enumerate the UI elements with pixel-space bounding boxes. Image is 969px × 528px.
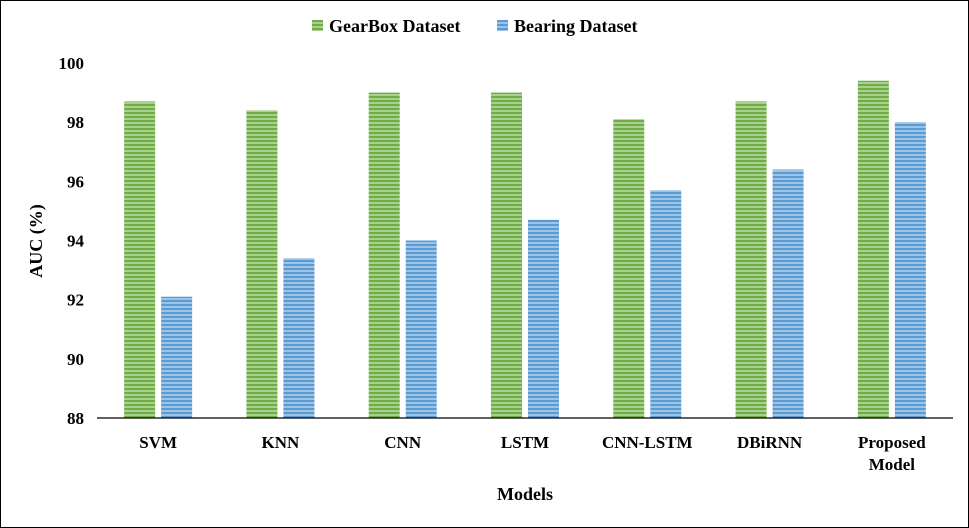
bar-gearbox xyxy=(246,110,278,418)
x-tick-label: Proposed Model xyxy=(858,433,926,474)
bar-gearbox xyxy=(613,119,645,418)
x-tick-label: CNN xyxy=(384,433,422,452)
legend-swatch xyxy=(312,20,323,31)
legend: GearBox Dataset Bearing Dataset xyxy=(312,16,637,36)
bar-gearbox xyxy=(124,101,156,418)
y-tick-label: 98 xyxy=(67,113,84,132)
bar-gearbox xyxy=(491,92,522,418)
bar-gearbox xyxy=(735,101,767,418)
y-tick-label: 94 xyxy=(67,232,85,251)
y-tick-label: 100 xyxy=(59,54,85,73)
x-tick-label: LSTM xyxy=(501,433,549,452)
bar-bearing xyxy=(894,122,926,419)
bar-bearing xyxy=(772,169,804,418)
bar-gearbox xyxy=(857,80,889,418)
bar-bearing xyxy=(283,258,315,418)
legend-label: Bearing Dataset xyxy=(514,16,637,36)
x-tick-label: KNN xyxy=(262,433,301,452)
x-tick-label: CNN-LSTM xyxy=(602,433,693,452)
bars xyxy=(124,80,926,419)
legend-label: GearBox Dataset xyxy=(329,16,460,36)
legend-swatch xyxy=(497,20,508,31)
bar-bearing xyxy=(650,190,682,418)
y-tick-label: 88 xyxy=(67,409,84,428)
bar-bearing xyxy=(405,240,437,418)
y-axis-title: AUC (%) xyxy=(26,204,47,278)
y-axis: 88 90 92 94 96 98 100 xyxy=(59,54,85,428)
y-tick-label: 90 xyxy=(67,350,84,369)
x-tick-label: DBiRNN xyxy=(737,433,803,452)
bar-bearing xyxy=(528,219,559,418)
x-axis-title: Models xyxy=(497,484,553,504)
x-tick-label: SVM xyxy=(139,433,177,452)
x-axis: SVM KNN CNN LSTM CNN-LSTM DBiRNN Proposed Model xyxy=(97,417,953,474)
y-tick-label: 92 xyxy=(67,291,84,310)
bar-bearing xyxy=(161,296,193,418)
bar-gearbox xyxy=(368,92,400,418)
y-tick-label: 96 xyxy=(67,172,84,191)
